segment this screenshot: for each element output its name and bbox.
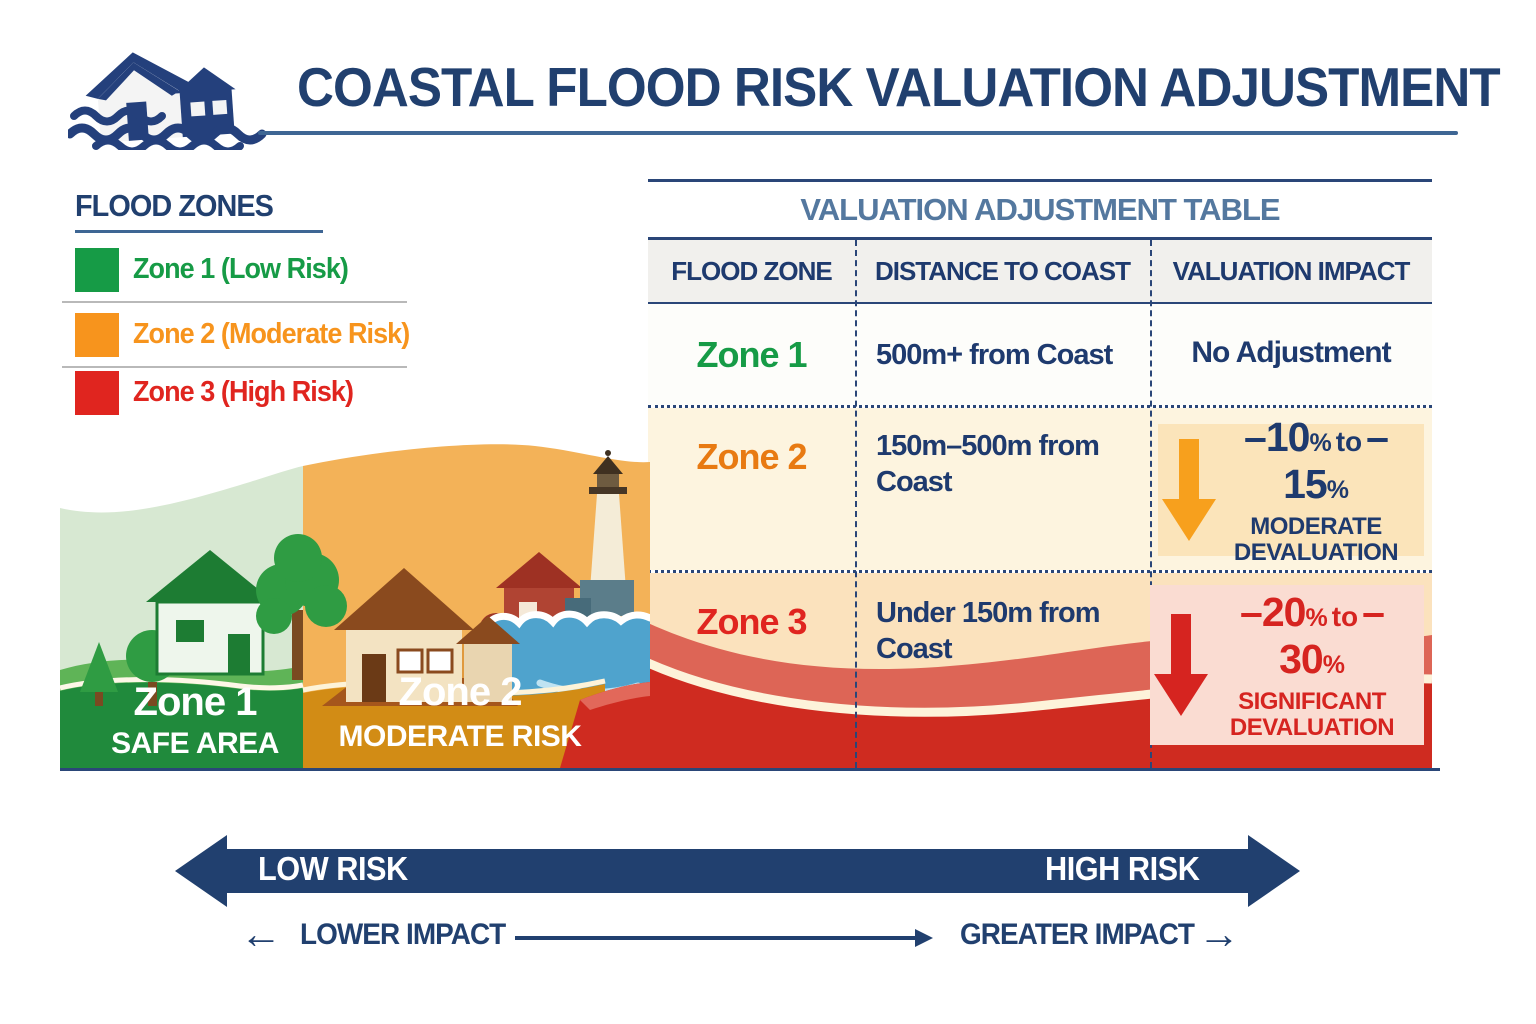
legend-title: FLOOD ZONES <box>75 188 274 223</box>
legend-title-underline <box>75 230 323 233</box>
low-risk-label: LOW RISK <box>258 850 408 887</box>
legend-label-zone3: Zone 3 (High Risk) <box>133 376 354 408</box>
tree-icon <box>256 534 347 680</box>
illustration-zone1-label: Zone 1 <box>133 680 258 724</box>
baseline-rule <box>60 768 1440 771</box>
moderate-risk-house-icon <box>322 568 520 706</box>
illustration-zone1-sublabel: SAFE AREA <box>111 727 279 760</box>
zone3-impact-text: –20% to–30% SIGNIFICANT DEVALUATION <box>1208 589 1416 742</box>
zone2-cell: Zone 2 <box>696 436 807 477</box>
zone2-impact-range: –10% to–15% <box>1244 413 1389 507</box>
legend-swatch-zone3 <box>75 371 119 415</box>
zone3-cell: Zone 3 <box>696 601 807 642</box>
legend-divider <box>62 366 407 368</box>
legend-label-zone2: Zone 2 (Moderate Risk) <box>133 318 410 350</box>
left-arrow-icon: ← <box>240 910 282 957</box>
right-arrow-icon: → <box>1198 910 1240 957</box>
legend-swatch-zone2 <box>75 313 119 357</box>
zone3-impact-box: –20% to–30% SIGNIFICANT DEVALUATION <box>1150 585 1424 745</box>
legend-divider <box>62 301 407 303</box>
red-down-arrow-icon <box>1154 614 1208 716</box>
safe-house-icon <box>146 550 274 676</box>
greater-impact-label: GREATER IMPACT <box>960 918 1195 951</box>
lower-impact-label: LOWER IMPACT <box>300 918 506 951</box>
table-row-zone2: Zone 2 150m–500m from Coast –10% to–15% M… <box>648 408 1432 570</box>
legend-swatch-zone1 <box>75 248 119 292</box>
zone2-impact-text: –10% to–15% MODERATE DEVALUATION <box>1216 414 1416 567</box>
coastal-zones-illustration <box>60 444 650 768</box>
lighthouse-icon <box>590 494 626 590</box>
orange-down-arrow-icon <box>1162 439 1216 541</box>
illustration-zone2-label: Zone 2 <box>398 670 523 714</box>
column-separator <box>855 240 857 768</box>
column-header-impact: VALUATION IMPACT <box>1172 255 1411 286</box>
row-separator <box>648 570 1432 573</box>
zone1-cell: Zone 1 <box>696 334 807 375</box>
illustration-zone2-sublabel: MODERATE RISK <box>338 720 582 753</box>
high-risk-label: HIGH RISK <box>1045 850 1200 887</box>
valuation-adjustment-table: VALUATION ADJUSTMENT TABLE FLOOD ZONE DI… <box>648 179 1432 771</box>
column-header-distance: DISTANCE TO COAST <box>874 255 1131 286</box>
column-header-flood-zone: FLOOD ZONE <box>671 255 832 286</box>
flooded-house-logo-icon <box>68 52 267 150</box>
table-row-zone3: Zone 3 Under 150m from Coast –20% to–30% … <box>648 573 1432 768</box>
legend-label-zone1: Zone 1 (Low Risk) <box>133 253 349 285</box>
title-underline <box>258 131 1458 135</box>
table-row-zone1: Zone 1 500m+ from Coast No Adjustment <box>648 304 1432 405</box>
impact-scale-line <box>515 936 915 940</box>
zone1-impact: No Adjustment <box>1191 336 1391 369</box>
row-separator <box>648 405 1432 408</box>
zone3-impact-label: SIGNIFICANT DEVALUATION <box>1229 687 1395 741</box>
zone3-impact-range: –20% to–30% <box>1240 588 1385 682</box>
page-title: COASTAL FLOOD RISK VALUATION ADJUSTMENT <box>297 56 1501 118</box>
column-separator <box>1150 240 1152 768</box>
zone2-impact-box: –10% to–15% MODERATE DEVALUATION <box>1158 414 1424 566</box>
zone1-distance: 500m+ from Coast <box>876 339 1113 371</box>
risk-double-arrow <box>175 835 1300 907</box>
zone3-distance: Under 150m from Coast <box>876 597 1101 666</box>
table-border-top <box>648 179 1432 182</box>
zone2-impact-label: MODERATE DEVALUATION <box>1233 512 1399 566</box>
table-header-border <box>648 302 1432 304</box>
zone2-distance: 150m–500m from Coast <box>876 430 1100 499</box>
table-header-row: FLOOD ZONE DISTANCE TO COAST VALUATION I… <box>648 240 1432 302</box>
table-title: VALUATION ADJUSTMENT TABLE <box>800 192 1280 227</box>
impact-scale-arrowhead <box>915 929 933 947</box>
table-title-underline <box>648 237 1432 240</box>
